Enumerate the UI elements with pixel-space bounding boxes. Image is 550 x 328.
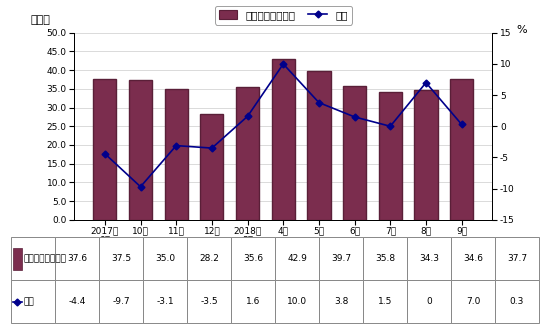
Text: 10.0: 10.0: [287, 297, 307, 306]
Text: 0.3: 0.3: [510, 297, 524, 306]
Text: 1.5: 1.5: [378, 297, 392, 306]
Text: 37.6: 37.6: [67, 255, 87, 263]
Bar: [407, 280, 451, 323]
Bar: [143, 237, 187, 280]
Text: 42.9: 42.9: [287, 255, 307, 263]
Bar: [450, 79, 473, 220]
Bar: [307, 71, 331, 220]
Text: 7.0: 7.0: [466, 297, 480, 306]
Bar: [275, 237, 319, 280]
Bar: [231, 280, 275, 323]
Bar: [495, 237, 539, 280]
Bar: [143, 280, 187, 323]
Text: 39.7: 39.7: [331, 255, 351, 263]
Bar: [94, 79, 117, 220]
Text: 35.0: 35.0: [155, 255, 175, 263]
Text: 1.6: 1.6: [246, 297, 260, 306]
Bar: [129, 79, 152, 220]
Bar: [99, 237, 143, 280]
Text: 35.8: 35.8: [375, 255, 395, 263]
Text: 増速: 増速: [23, 297, 34, 306]
Bar: [164, 89, 188, 220]
Bar: [236, 87, 259, 220]
Y-axis label: 万人次: 万人次: [31, 15, 51, 25]
Bar: [55, 237, 99, 280]
Bar: [407, 237, 451, 280]
Text: 35.6: 35.6: [243, 255, 263, 263]
Bar: [55, 280, 99, 323]
Bar: [11, 280, 55, 323]
Text: -3.5: -3.5: [200, 297, 218, 306]
Bar: [319, 237, 363, 280]
Bar: [451, 280, 495, 323]
Bar: [379, 92, 402, 220]
Text: -3.1: -3.1: [156, 297, 174, 306]
Bar: [363, 280, 407, 323]
Legend: 接待入境游客次数, 增速: 接待入境游客次数, 增速: [214, 6, 352, 25]
Bar: [275, 280, 319, 323]
Text: 34.3: 34.3: [419, 255, 439, 263]
Bar: [187, 237, 231, 280]
Bar: [495, 280, 539, 323]
Bar: [363, 237, 407, 280]
Text: 37.7: 37.7: [507, 255, 527, 263]
Bar: [414, 91, 438, 220]
Text: 37.5: 37.5: [111, 255, 131, 263]
Bar: [231, 237, 275, 280]
Bar: [319, 280, 363, 323]
Bar: [99, 280, 143, 323]
Text: 28.2: 28.2: [199, 255, 219, 263]
Text: -9.7: -9.7: [112, 297, 130, 306]
Bar: [187, 280, 231, 323]
Bar: [272, 59, 295, 220]
Bar: [13, 248, 21, 270]
Bar: [11, 237, 55, 280]
Text: 3.8: 3.8: [334, 297, 348, 306]
Y-axis label: %: %: [516, 25, 527, 35]
Text: 0: 0: [426, 297, 432, 306]
Bar: [343, 86, 366, 220]
Text: 34.6: 34.6: [463, 255, 483, 263]
Text: -4.4: -4.4: [68, 297, 86, 306]
Bar: [451, 237, 495, 280]
Bar: [200, 114, 223, 220]
Text: 接待入境游客次数: 接待入境游客次数: [23, 255, 67, 263]
